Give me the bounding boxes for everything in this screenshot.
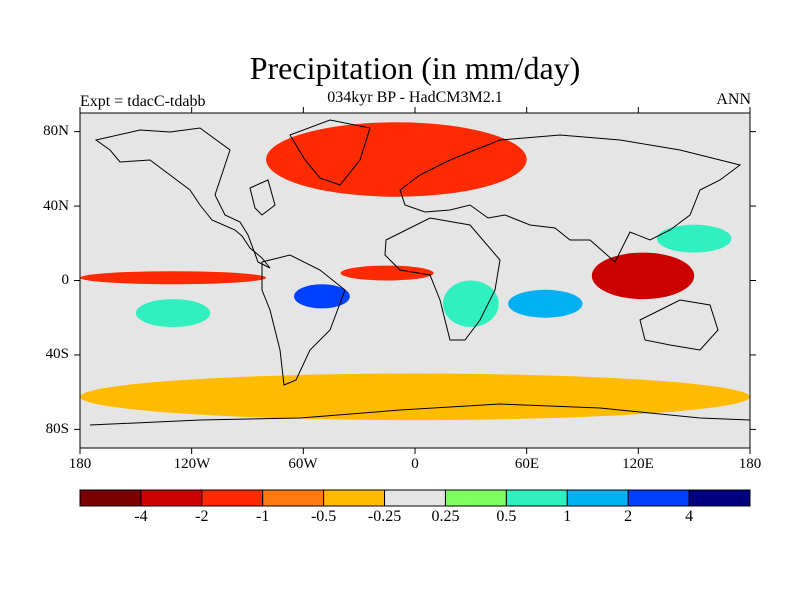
- precip-region-2: [340, 265, 434, 281]
- colorbar-swatch-6: [444, 489, 507, 507]
- colorbar-swatch-5: [384, 489, 446, 507]
- colorbar-swatch-8: [566, 489, 629, 507]
- colorbar-swatch-1: [140, 489, 203, 507]
- precip-region-3: [591, 252, 695, 300]
- lon-label-120e: 120E: [622, 456, 654, 472]
- coastlines: [89, 119, 751, 426]
- precip-region-8: [80, 373, 750, 421]
- map-title: Precipitation (in mm/day): [249, 50, 581, 86]
- axis-ticks: [74, 107, 756, 454]
- season-label: ANN: [716, 91, 751, 108]
- colorbar-label-1: -2: [195, 508, 209, 525]
- colorbar-label-4: -0.25: [367, 508, 402, 525]
- experiment-label: Expt = tdacC-tdabb: [80, 93, 206, 110]
- colorbar-swatch-9: [627, 489, 690, 507]
- precip-region-4: [294, 284, 350, 309]
- colorbar-label-8: 2: [624, 508, 633, 525]
- precip-region-1: [80, 271, 267, 285]
- lon-label-120w: 120W: [173, 456, 211, 472]
- colorbar-swatch-7: [505, 489, 568, 507]
- lon-label-180e: 180: [738, 456, 762, 472]
- colorbar-label-0: -4: [134, 508, 148, 525]
- lat-label-40n: 40N: [43, 198, 69, 214]
- lon-label-60e: 60E: [514, 456, 540, 472]
- lon-label-60w: 60W: [288, 456, 318, 472]
- precip-region-0: [266, 122, 527, 197]
- lat-label-0: 0: [61, 272, 70, 288]
- colorbar-label-2: -1: [256, 508, 270, 525]
- precip-region-9: [656, 224, 732, 253]
- colorbar-swatch-2: [201, 489, 264, 507]
- colorbar-label-3: -0.5: [310, 508, 337, 525]
- colorbar-label-5: 0.25: [431, 508, 460, 525]
- colorbar-swatch-10: [688, 489, 751, 507]
- precip-region-7: [135, 299, 211, 328]
- lat-label-80s: 80S: [45, 421, 69, 437]
- precipitation-shading: [80, 122, 750, 421]
- map-subtitle: 034kyr BP - HadCM3M2.1: [327, 89, 503, 106]
- lat-label-80n: 80N: [43, 123, 69, 139]
- colorbar-label-7: 1: [563, 508, 572, 525]
- lat-label-40s: 40S: [45, 346, 69, 362]
- colorbar: [79, 489, 751, 507]
- precip-region-6: [508, 289, 583, 318]
- colorbar-label-6: 0.5: [496, 508, 517, 525]
- colorbar-label-9: 4: [685, 508, 694, 525]
- lon-label-0: 0: [411, 456, 419, 472]
- lon-label-180w: 180: [68, 456, 92, 472]
- precip-region-5: [442, 280, 499, 328]
- colorbar-swatch-4: [323, 489, 386, 507]
- colorbar-swatch-0: [79, 489, 142, 507]
- colorbar-swatch-3: [262, 489, 325, 507]
